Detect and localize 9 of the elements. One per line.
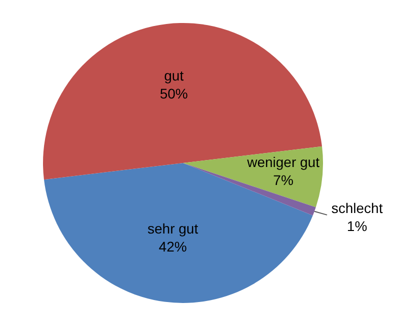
data-label: 7% (273, 172, 294, 188)
data-label: 42% (158, 238, 187, 254)
slice-label: gut (164, 68, 184, 84)
pie-slice (183, 146, 323, 208)
slice-label: schlecht (331, 200, 383, 216)
slice-label: weniger gut (246, 154, 320, 170)
data-label: 1% (346, 218, 368, 234)
slice-label: sehr gut (148, 220, 198, 236)
data-label: 50% (160, 86, 188, 102)
